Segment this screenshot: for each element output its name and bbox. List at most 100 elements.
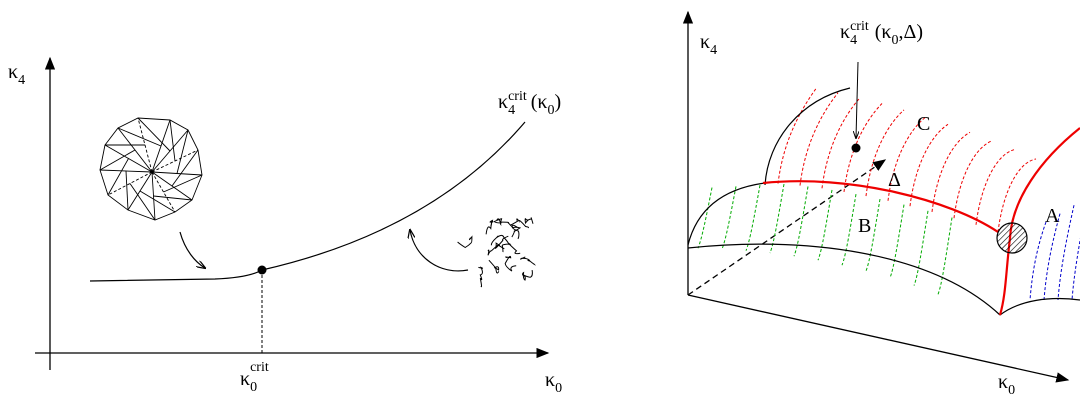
shape — [953, 140, 993, 219]
label-part: (κ — [531, 91, 548, 113]
shape — [171, 149, 199, 187]
shape — [125, 170, 129, 211]
shape — [501, 243, 521, 255]
shape — [509, 218, 530, 229]
shape — [151, 119, 171, 173]
label: κ4 — [8, 61, 25, 88]
shape — [176, 129, 189, 174]
shape — [856, 61, 858, 138]
shape — [1043, 213, 1061, 301]
label-part: 4 — [850, 33, 857, 48]
shape — [817, 189, 833, 261]
shape — [151, 171, 156, 221]
left-panel: κ4 κ0 κ4crit (κ0) κ0crit — [8, 56, 562, 396]
label-part: κ — [840, 21, 850, 43]
shape — [151, 171, 176, 213]
shape — [865, 109, 905, 197]
label: κ0 — [545, 369, 562, 396]
shape — [163, 174, 203, 193]
shape — [107, 171, 153, 196]
shape — [841, 194, 857, 266]
label-part: 0 — [555, 381, 562, 396]
shape — [89, 121, 526, 282]
label-part: 0 — [891, 33, 898, 48]
shape — [1057, 205, 1075, 301]
shape — [889, 204, 905, 279]
shape — [764, 87, 851, 186]
shape — [457, 217, 536, 288]
shape — [851, 143, 861, 153]
shape — [153, 195, 193, 201]
shape — [937, 217, 953, 295]
region-label: C — [917, 113, 930, 135]
shape — [721, 186, 737, 250]
shape — [799, 92, 839, 186]
label-part: κ — [8, 61, 18, 83]
shape — [520, 256, 536, 266]
shape — [745, 185, 761, 251]
label: κ0 — [998, 371, 1015, 398]
shape — [457, 235, 473, 249]
shape — [1071, 237, 1080, 301]
shape — [521, 270, 533, 281]
shape — [777, 88, 817, 184]
shape — [769, 183, 785, 254]
label-part: crit — [508, 89, 527, 104]
label-part: ,Δ) — [898, 21, 923, 43]
shape — [99, 149, 136, 171]
label-part: ) — [554, 91, 561, 113]
shape — [697, 187, 713, 249]
shape — [151, 129, 189, 173]
right-panel: κ4 κ0 κ4crit (κ0,Δ) C B A Δ — [682, 10, 1080, 398]
shape — [511, 224, 522, 238]
shape — [137, 117, 171, 152]
shape — [999, 297, 1080, 316]
shape — [129, 183, 156, 221]
label-part: crit — [850, 19, 869, 34]
shape — [488, 259, 500, 274]
shape — [478, 266, 484, 288]
shape — [493, 218, 503, 226]
shape — [913, 210, 929, 286]
label: κ4 — [700, 31, 717, 58]
shape — [762, 180, 999, 233]
label: κ4crit (κ0,Δ) — [840, 19, 923, 48]
shape — [117, 127, 162, 147]
shape — [179, 231, 205, 268]
shape — [410, 230, 469, 272]
shape — [1029, 221, 1047, 301]
shape — [151, 171, 203, 176]
label-part: κ — [545, 369, 555, 391]
label-part: κ — [498, 91, 508, 113]
shape — [127, 171, 153, 211]
shape — [99, 169, 153, 173]
shape — [998, 127, 1080, 316]
region-label: B — [858, 215, 871, 237]
shape — [865, 198, 881, 272]
shape — [996, 222, 1028, 254]
shape — [99, 117, 203, 221]
shape — [793, 186, 809, 257]
shape — [490, 234, 510, 246]
label: κ4crit (κ0) — [498, 89, 561, 118]
shape — [139, 190, 176, 213]
label-part: crit — [250, 360, 269, 375]
shape — [997, 158, 1037, 233]
direction-label: Δ — [888, 169, 901, 191]
shape — [504, 255, 517, 272]
label-part: κ — [700, 31, 710, 53]
label-part: 0 — [547, 103, 554, 118]
label-part: (κ — [875, 21, 892, 43]
shape — [821, 97, 861, 189]
shape — [107, 158, 129, 196]
shape — [931, 131, 971, 212]
shape — [494, 235, 509, 249]
label-part: 4 — [508, 103, 515, 118]
shape — [151, 149, 199, 173]
shape — [909, 123, 949, 207]
label-part: κ — [240, 368, 250, 390]
label-part: 0 — [250, 380, 257, 395]
region-label: A — [1045, 205, 1060, 227]
shape — [169, 119, 176, 162]
